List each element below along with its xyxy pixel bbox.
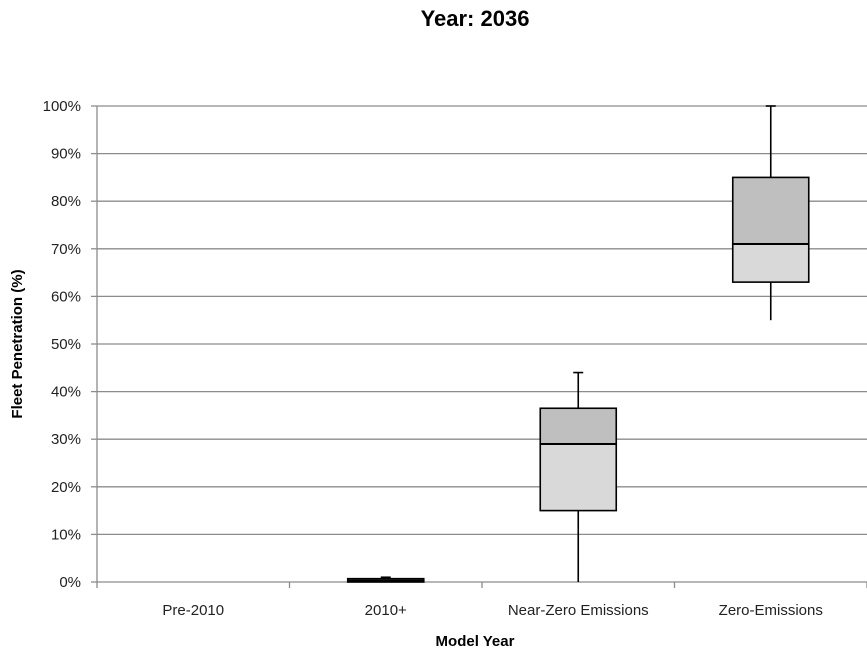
x-axis-ticks: Pre-2010 2010+ Near-Zero Emissions Zero-Emi… — [162, 602, 822, 619]
lower-box — [539, 443, 618, 512]
upper-box — [539, 407, 618, 445]
x-axis-title: Model Year — [436, 633, 515, 650]
y-tick-label: 70% — [51, 241, 81, 258]
x-tick-label: Near-Zero Emissions — [508, 602, 649, 619]
y-tick-label: 30% — [51, 431, 81, 448]
gridlines — [91, 105, 867, 588]
upper-box — [731, 176, 810, 245]
x-tick-label: 2010+ — [365, 602, 407, 619]
y-tick-label: 90% — [51, 146, 81, 163]
x-tick-label: Zero-Emissions — [719, 602, 823, 619]
y-axis-title: Fleet Penetration (%) — [9, 269, 26, 418]
y-tick-label: 0% — [59, 574, 81, 591]
y-tick-label: 20% — [51, 479, 81, 496]
y-tick-label: 10% — [51, 526, 81, 543]
x-tick-label: Pre-2010 — [162, 602, 224, 619]
y-tick-label: 100% — [43, 98, 81, 115]
y-tick-label: 80% — [51, 193, 81, 210]
lower-box — [731, 243, 810, 283]
y-tick-label: 60% — [51, 288, 81, 305]
box-near-zero-emissions — [539, 371, 618, 582]
boxes — [346, 105, 810, 583]
y-tick-label: 40% — [51, 384, 81, 401]
y-tick-label: 50% — [51, 336, 81, 353]
box-zero-emissions — [731, 105, 810, 321]
y-axis-ticks: 0% 10% 20% 30% 40% 50% 60% 70% 80% 90% 100% — [43, 98, 81, 591]
chart-title: Year: 2036 — [421, 6, 530, 31]
box-2010- — [346, 576, 425, 583]
